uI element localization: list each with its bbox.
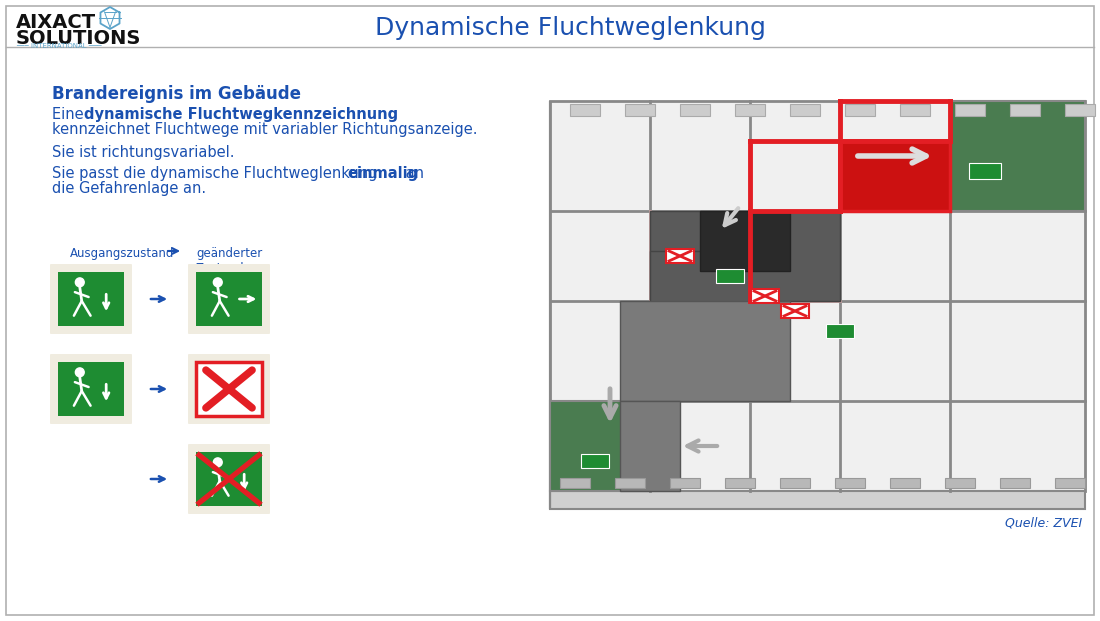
Bar: [1000, 478, 1030, 488]
Bar: [625, 104, 654, 116]
Bar: [751, 289, 779, 303]
Bar: [735, 104, 764, 116]
Bar: [666, 249, 694, 263]
Text: AIXACT: AIXACT: [16, 13, 96, 32]
Text: dynamische Fluchtwegkennzeichnung: dynamische Fluchtwegkennzeichnung: [84, 107, 398, 122]
Text: SOLUTIONS: SOLUTIONS: [16, 29, 142, 48]
Bar: [196, 362, 262, 416]
Bar: [969, 163, 1001, 179]
Bar: [790, 104, 820, 116]
Bar: [781, 304, 808, 318]
Bar: [680, 104, 710, 116]
Bar: [620, 301, 790, 401]
Bar: [670, 478, 700, 488]
Circle shape: [213, 458, 222, 467]
Bar: [58, 272, 124, 326]
Bar: [650, 251, 750, 341]
Bar: [780, 478, 810, 488]
Text: geänderter
Zustand: geänderter Zustand: [196, 247, 262, 275]
Bar: [700, 211, 790, 271]
Bar: [1065, 104, 1094, 116]
Bar: [835, 478, 865, 488]
Bar: [900, 104, 930, 116]
FancyBboxPatch shape: [188, 444, 270, 514]
Polygon shape: [550, 491, 1085, 509]
Text: ─── INTERNATIONAL ───: ─── INTERNATIONAL ───: [16, 43, 101, 49]
Bar: [890, 478, 920, 488]
Text: Eine: Eine: [52, 107, 88, 122]
Bar: [840, 141, 950, 211]
Bar: [826, 324, 854, 338]
Bar: [620, 401, 680, 491]
Bar: [550, 401, 650, 491]
Bar: [650, 211, 840, 301]
Bar: [1010, 104, 1040, 116]
Text: an: an: [402, 166, 424, 181]
Bar: [725, 478, 755, 488]
Bar: [581, 454, 609, 468]
Bar: [196, 452, 262, 506]
Bar: [945, 478, 975, 488]
Bar: [58, 362, 124, 416]
Text: kennzeichnet Fluchtwege mit variabler Richtungsanzeige.: kennzeichnet Fluchtwege mit variabler Ri…: [52, 122, 477, 137]
Circle shape: [213, 278, 222, 287]
Bar: [716, 269, 744, 283]
Text: Quelle: ZVEI: Quelle: ZVEI: [1004, 516, 1082, 529]
Text: die Gefahrenlage an.: die Gefahrenlage an.: [52, 181, 206, 196]
Bar: [196, 272, 262, 326]
Bar: [950, 101, 1085, 211]
FancyBboxPatch shape: [50, 264, 132, 334]
Text: Dynamische Fluchtweglenkung: Dynamische Fluchtweglenkung: [375, 16, 766, 40]
FancyBboxPatch shape: [188, 264, 270, 334]
Text: Brandereignis im Gebäude: Brandereignis im Gebäude: [52, 85, 301, 103]
Bar: [845, 104, 875, 116]
Bar: [1055, 478, 1085, 488]
Text: einmalig: einmalig: [346, 166, 418, 181]
Text: Ausgangszustand: Ausgangszustand: [70, 247, 175, 260]
Text: Sie ist richtungsvariabel.: Sie ist richtungsvariabel.: [52, 145, 234, 160]
FancyBboxPatch shape: [50, 354, 132, 424]
Circle shape: [76, 368, 85, 377]
Circle shape: [76, 278, 85, 287]
Bar: [560, 478, 590, 488]
Text: Sie passt die dynamische Fluchtweglenkung: Sie passt die dynamische Fluchtweglenkun…: [52, 166, 382, 181]
Bar: [615, 478, 645, 488]
Bar: [955, 104, 984, 116]
Polygon shape: [550, 101, 1085, 491]
FancyBboxPatch shape: [188, 354, 270, 424]
Bar: [570, 104, 600, 116]
